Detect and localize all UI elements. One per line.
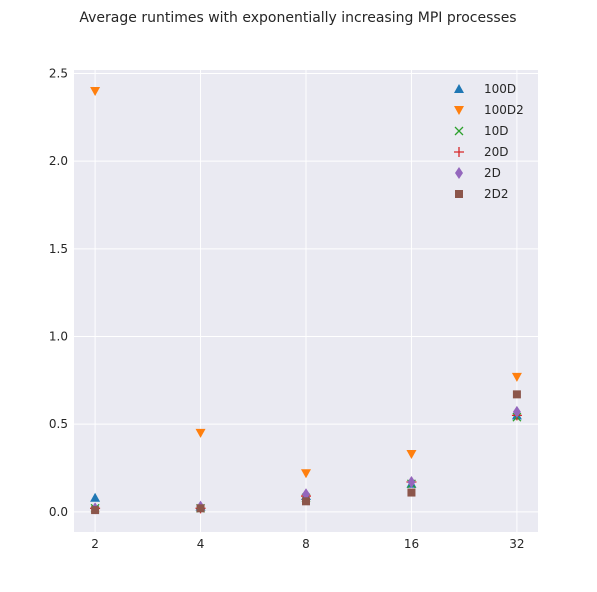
legend-item-2d: 2D — [455, 166, 501, 180]
legend-item-100d: 100D — [454, 82, 516, 96]
y-tick-label: 2.5 — [49, 67, 68, 81]
legend-marker-2d2 — [455, 190, 463, 198]
legend-item-10d: 10D — [454, 124, 509, 138]
legend-marker-20d — [454, 147, 464, 157]
point-100d — [90, 492, 101, 502]
data-points — [90, 87, 522, 515]
point-2d — [407, 476, 416, 489]
series-100d2 — [90, 87, 522, 479]
legend-item-100d2: 100D2 — [454, 103, 524, 117]
legend-label: 2D2 — [484, 187, 509, 201]
legend-label: 2D — [484, 166, 501, 180]
series-2d2 — [91, 390, 521, 515]
legend-label: 10D — [484, 124, 509, 138]
y-tick-label: 1.5 — [49, 242, 68, 256]
x-tick-label: 4 — [197, 537, 205, 551]
chart-title: Average runtimes with exponentially incr… — [79, 10, 516, 26]
point-2d2 — [302, 497, 310, 506]
x-axis-tick-labels: 2 4 8 16 32 — [91, 537, 524, 551]
point-100d2 — [195, 428, 206, 438]
legend-marker-100d — [454, 84, 464, 93]
legend-label: 20D — [484, 145, 509, 159]
legend-marker-100d2 — [454, 106, 464, 115]
legend-label: 100D — [484, 82, 516, 96]
y-tick-label: 0.5 — [49, 417, 68, 431]
point-100d2 — [301, 469, 311, 479]
y-tick-label: 0.0 — [49, 505, 68, 519]
y-tick-label: 1.0 — [49, 330, 68, 344]
x-tick-label: 16 — [404, 537, 419, 551]
x-tick-label: 8 — [302, 537, 310, 551]
point-2d — [302, 488, 310, 501]
x-tick-label: 32 — [509, 537, 524, 551]
point-2d — [512, 405, 521, 418]
point-2d2 — [407, 488, 416, 497]
legend-marker-10d — [454, 126, 464, 136]
legend-marker-2d — [455, 167, 463, 179]
legend: 100D 100D2 10D 20D 2D 2D2 — [454, 82, 524, 201]
y-axis-tick-labels: 0.0 0.5 1.0 1.5 2.0 2.5 — [49, 67, 68, 519]
y-tick-label: 2.0 — [49, 154, 68, 168]
legend-item-20d: 20D — [454, 145, 509, 159]
point-2d2 — [196, 504, 205, 513]
legend-item-2d2: 2D2 — [455, 187, 509, 201]
point-100d2 — [511, 372, 522, 382]
point-2d2 — [512, 390, 521, 399]
point-100d2 — [406, 449, 417, 459]
point-2d2 — [91, 506, 100, 515]
x-tick-label: 2 — [91, 537, 99, 551]
legend-label: 100D2 — [484, 103, 524, 117]
point-100d2 — [90, 87, 101, 97]
